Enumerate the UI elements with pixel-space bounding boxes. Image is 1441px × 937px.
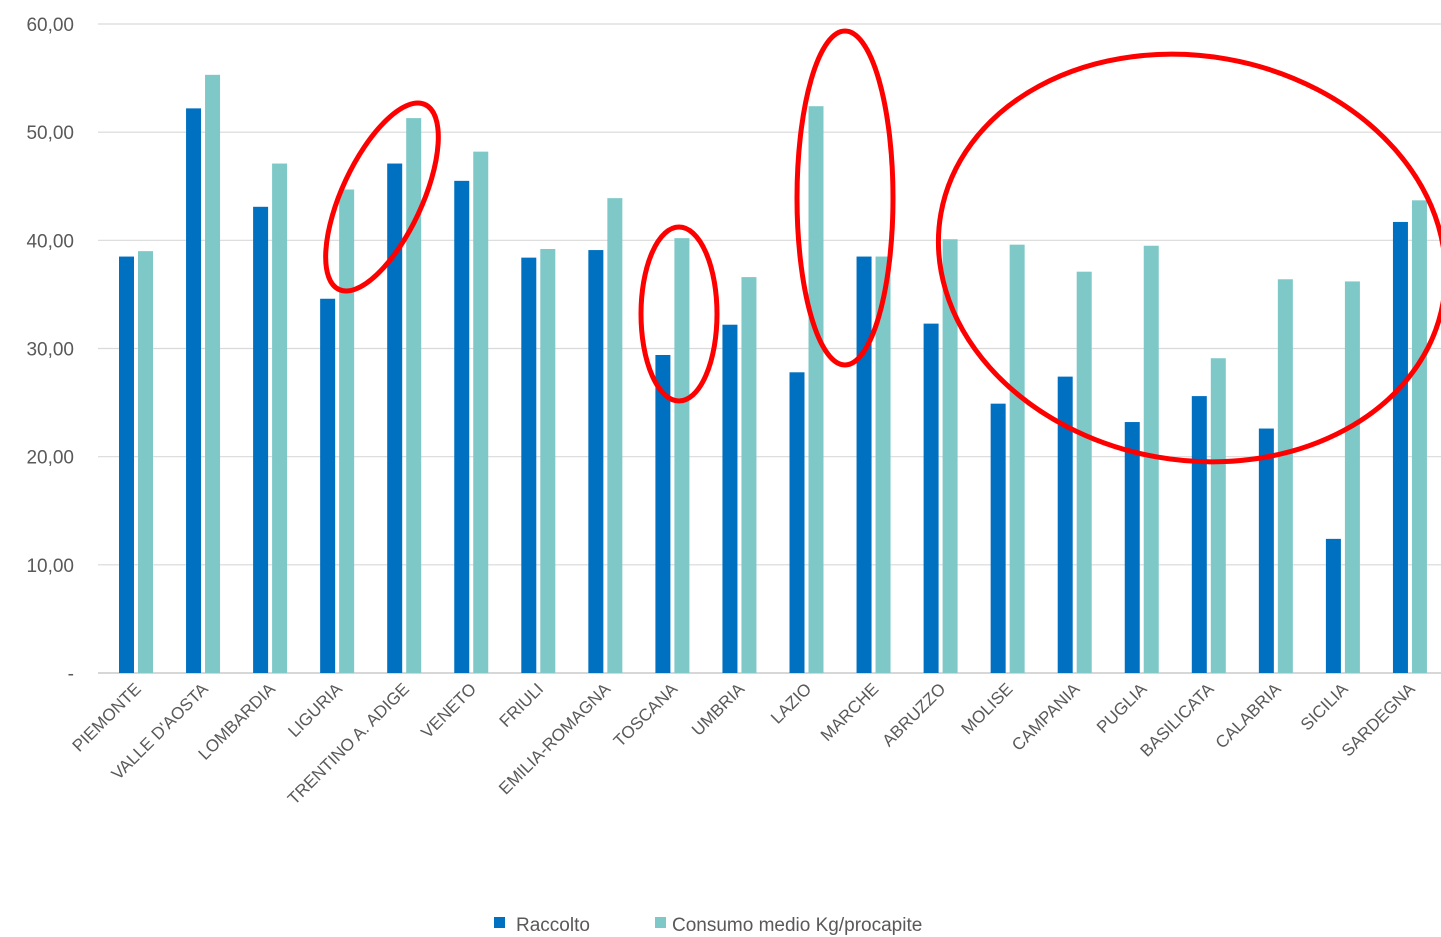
y-tick-label: 30,00: [26, 340, 74, 361]
bar-raccolto: [588, 250, 604, 673]
x-tick-label: LAZIO: [767, 679, 815, 727]
x-tick-label: UMBRIA: [688, 679, 749, 740]
x-tick-label: LIGURIA: [284, 679, 346, 741]
y-tick-label: 20,00: [26, 448, 74, 469]
highlight-ellipse: [323, 100, 441, 294]
bar-raccolto: [320, 298, 336, 673]
bar-consumo: [674, 238, 690, 674]
bar-consumo: [942, 239, 958, 674]
x-tick-label: FRIULI: [496, 679, 548, 731]
bar-consumo: [1411, 200, 1427, 674]
x-tick-label: MARCHE: [817, 679, 883, 745]
bar-consumo: [339, 189, 355, 673]
bar-raccolto: [119, 256, 134, 673]
bar-consumo: [808, 106, 824, 673]
gridlines: [98, 23, 1441, 674]
bar-raccolto: [521, 257, 537, 673]
y-tick-label: 60,00: [26, 15, 74, 36]
bar-raccolto: [454, 180, 470, 673]
highlight-ellipse: [935, 51, 1441, 465]
y-tick-label: 40,00: [26, 231, 74, 252]
bar-raccolto: [923, 323, 939, 673]
bar-raccolto: [1124, 422, 1140, 673]
x-tick-label: ABRUZZO: [879, 679, 950, 750]
bar-consumo: [1076, 271, 1092, 673]
bar-raccolto: [655, 354, 671, 673]
bar-consumo: [1210, 358, 1226, 673]
bar-raccolto: [856, 256, 872, 673]
annotations: [323, 28, 1441, 465]
bar-consumo: [1143, 245, 1159, 673]
x-tick-label: MOLISE: [958, 679, 1017, 738]
bar-consumo: [1277, 279, 1293, 673]
bar-raccolto: [990, 403, 1006, 673]
bar-consumo: [406, 118, 422, 674]
y-tick-label: 10,00: [26, 556, 74, 577]
bar-raccolto: [1392, 221, 1408, 673]
bar-consumo: [1009, 244, 1025, 673]
y-tick-label: 50,00: [26, 123, 74, 144]
legend-swatch-consumo: [655, 917, 666, 928]
x-tick-label: TRENTINO A. ADIGE: [284, 679, 413, 808]
bar-consumo: [138, 251, 153, 673]
x-tick-label: VENETO: [417, 679, 480, 742]
x-tick-label: SARDEGNA: [1338, 679, 1419, 760]
legend-label-raccolto: Raccolto: [516, 915, 590, 936]
bar-consumo: [272, 163, 288, 673]
bar-raccolto: [789, 372, 805, 673]
bar-consumo: [540, 248, 556, 673]
highlight-ellipse: [794, 28, 896, 368]
x-tick-label: EMILIA-ROMAGNA: [495, 679, 614, 798]
bar-raccolto: [722, 324, 738, 673]
bar-consumo: [473, 151, 489, 674]
legend: Raccolto Consumo medio Kg/procapite: [494, 915, 922, 936]
y-axis-ticks: - 10,00 20,00 30,00 40,00 50,00 60,00: [26, 15, 74, 685]
bar-raccolto: [186, 108, 202, 674]
x-tick-label: TOSCANA: [610, 679, 682, 751]
x-tick-label: SICILIA: [1297, 679, 1352, 734]
bar-raccolto: [387, 163, 403, 673]
x-tick-label: CAMPANIA: [1008, 679, 1084, 755]
y-tick-label: -: [68, 664, 74, 685]
highlight-ellipse: [638, 224, 720, 404]
bar-raccolto: [1325, 538, 1341, 673]
bar-raccolto: [1191, 396, 1207, 673]
bar-consumo: [875, 256, 891, 673]
bar-consumo: [1344, 281, 1360, 673]
x-tick-label: CALABRIA: [1212, 679, 1285, 752]
bar-raccolto: [253, 206, 269, 673]
legend-swatch-raccolto: [494, 917, 505, 928]
x-tick-label: PUGLIA: [1093, 679, 1151, 737]
bar-consumo: [205, 74, 221, 674]
bar-consumo: [741, 277, 757, 673]
bar-raccolto: [1258, 428, 1274, 673]
bars: [119, 74, 1427, 674]
bar-consumo: [607, 198, 623, 674]
bar-raccolto: [1057, 376, 1073, 673]
legend-label-consumo: Consumo medio Kg/procapite: [672, 915, 922, 936]
